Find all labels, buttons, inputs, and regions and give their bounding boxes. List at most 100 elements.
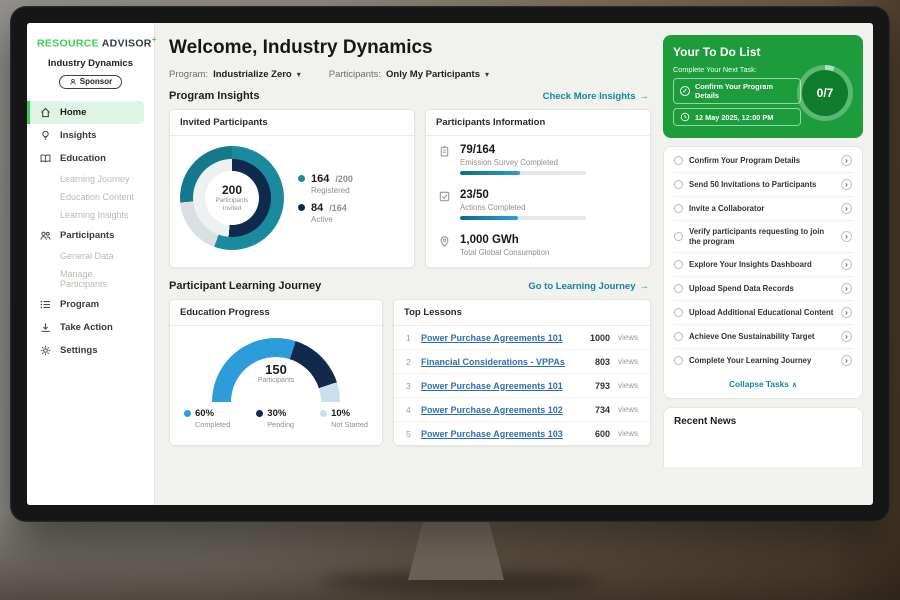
org-block: Industry Dynamics Sponsor	[27, 56, 154, 101]
chevron-right-icon[interactable]: ›	[841, 283, 852, 295]
task-row[interactable]: Upload Spend Data Records ›	[673, 277, 853, 302]
sidebar-item-manage-participants[interactable]: Manage Participants	[60, 268, 108, 289]
chevron-right-icon[interactable]: ›	[841, 179, 852, 190]
task-checkbox[interactable]	[674, 356, 683, 366]
task-row[interactable]: Achieve One Sustainability Target ›	[673, 325, 853, 350]
card-title: Participants Information	[426, 110, 650, 136]
chevron-down-icon: ▾	[296, 70, 301, 79]
sidebar-item-label: Home	[60, 106, 87, 118]
sidebar-item-take-action[interactable]: Take Action	[27, 316, 154, 339]
legend-pct: 10%	[331, 408, 351, 419]
chevron-right-icon[interactable]: ›	[841, 203, 852, 214]
legend-pct: 60%	[195, 408, 215, 419]
lesson-link[interactable]: Power Purchase Agreements 101	[421, 332, 563, 343]
progress-bar	[460, 171, 586, 175]
chevron-right-icon[interactable]: ›	[841, 231, 852, 243]
learning-cards-row: Education Progress 150 Participants	[169, 299, 651, 446]
sidebar-item-insights[interactable]: Insights	[27, 124, 154, 147]
legend-dot	[184, 410, 191, 417]
sidebar-item-learning-insights[interactable]: Learning Insights	[60, 209, 129, 220]
lesson-views: 1000	[589, 332, 610, 343]
top-lessons-card: Top Lessons 1 Power Purchase Agreements …	[393, 299, 651, 446]
sidebar-item-learning-journey[interactable]: Learning Journey	[60, 173, 130, 184]
sidebar-item-label: Participants	[60, 229, 115, 241]
progress-bar	[460, 216, 586, 220]
chevron-right-icon[interactable]: ›	[841, 155, 852, 166]
recent-news-card: Recent News	[663, 407, 863, 468]
clock-icon	[680, 112, 690, 122]
lesson-link[interactable]: Power Purchase Agreements 102	[421, 404, 563, 415]
sidebar-item-settings[interactable]: Settings	[27, 339, 154, 362]
gauge-chart-area: 150 Participants	[170, 326, 382, 404]
legend-label: Active	[311, 214, 333, 224]
card-title: Invited Participants	[170, 110, 414, 136]
task-row[interactable]: Verify participants requesting to join t…	[673, 221, 853, 254]
card-title: Top Lessons	[394, 300, 650, 326]
task-checkbox[interactable]	[674, 180, 683, 189]
chevron-right-icon[interactable]: ›	[841, 331, 852, 343]
lesson-link[interactable]: Power Purchase Agreements 103	[421, 428, 563, 439]
todo-progress-ring: 0/7	[797, 65, 853, 121]
participants-filter-dropdown[interactable]: Participants: Only My Participants ▾	[329, 69, 489, 80]
lesson-views: 803	[594, 356, 610, 367]
sidebar-item-program[interactable]: Program	[27, 293, 154, 316]
task-checkbox[interactable]	[674, 204, 683, 213]
task-row[interactable]: Explore Your Insights Dashboard ›	[673, 253, 853, 278]
lesson-link[interactable]: Power Purchase Agreements 101	[421, 380, 563, 391]
lesson-views-label: views	[617, 429, 638, 438]
next-task-label: Confirm Your Program Details	[695, 82, 773, 100]
task-row[interactable]: Confirm Your Program Details ›	[673, 149, 853, 173]
task-label: Verify participants requesting to join t…	[689, 227, 825, 246]
sidebar-item-label: Education	[60, 152, 106, 164]
chevron-right-icon[interactable]: ›	[841, 355, 852, 367]
participants-filter-label: Participants:	[328, 69, 382, 80]
sidebar-item-label: Program	[60, 298, 100, 310]
sidebar-item-general-data[interactable]: General Data	[60, 250, 114, 261]
task-row[interactable]: Upload Additional Educational Content ›	[673, 301, 853, 326]
insights-cards-row: Invited Participants 200 Participants In…	[169, 109, 651, 268]
lesson-link[interactable]: Financial Considerations - VPPAs	[421, 356, 565, 367]
link-label: Go to Learning Journey	[528, 280, 636, 292]
task-row[interactable]: Send 50 Invitations to Participants ›	[673, 173, 853, 197]
progress-bar-fill	[460, 216, 518, 220]
legend-item-registered: 164 /200 Registered	[298, 173, 353, 195]
sidebar-item-participants[interactable]: Participants	[27, 224, 154, 247]
collapse-tasks-link[interactable]: Collapse Tasks ∧	[673, 372, 853, 396]
page-title: Welcome, Industry Dynamics	[169, 37, 433, 58]
lesson-row: 3 Power Purchase Agreements 101 793 view…	[394, 374, 650, 398]
legend-item-pending: 30% Pending	[256, 408, 294, 429]
sidebar-item-education[interactable]: Education	[27, 147, 154, 170]
legend-total: /200	[335, 173, 353, 184]
task-checkbox[interactable]	[674, 284, 683, 294]
task-row[interactable]: Complete Your Learning Journey ›	[673, 349, 853, 372]
task-checkbox[interactable]	[674, 156, 683, 165]
stat-emission-survey: 79/164 Emission Survey Completed	[426, 136, 650, 181]
lesson-views-label: views	[617, 357, 638, 366]
next-task-row[interactable]: ✓ Confirm Your Program Details	[673, 78, 801, 104]
sponsor-badge[interactable]: Sponsor	[58, 75, 123, 89]
chevron-up-icon: ∧	[791, 382, 797, 390]
task-checkbox[interactable]	[674, 260, 683, 270]
legend-label: Pending	[267, 420, 295, 429]
sidebar-item-education-content[interactable]: Education Content	[60, 191, 135, 202]
go-to-learning-journey-link[interactable]: Go to Learning Journey →	[528, 281, 649, 292]
program-filter-dropdown[interactable]: Program: Industrialize Zero ▾	[169, 69, 301, 80]
legend-label: Not Started	[331, 420, 368, 429]
sidebar: RESOURCE ADVISOR+ Industry Dynamics Spon…	[27, 23, 156, 505]
arrow-right-icon: →	[639, 280, 650, 292]
task-checkbox[interactable]	[674, 332, 683, 342]
lesson-rank: 1	[406, 332, 411, 343]
legend-dot	[298, 204, 305, 211]
chevron-right-icon[interactable]: ›	[841, 307, 852, 319]
legend-pct: 30%	[267, 408, 287, 419]
stat-label: Emission Survey Completed	[460, 158, 558, 167]
sidebar-item-home[interactable]: Home	[27, 100, 144, 124]
chevron-right-icon[interactable]: ›	[841, 259, 852, 271]
legend-dot	[298, 175, 305, 182]
task-row[interactable]: Invite a Collaborator ›	[673, 197, 853, 221]
check-more-insights-link[interactable]: Check More Insights →	[543, 91, 649, 102]
task-checkbox[interactable]	[674, 308, 683, 318]
task-checkbox[interactable]	[674, 232, 683, 242]
legend-dot	[256, 410, 264, 417]
